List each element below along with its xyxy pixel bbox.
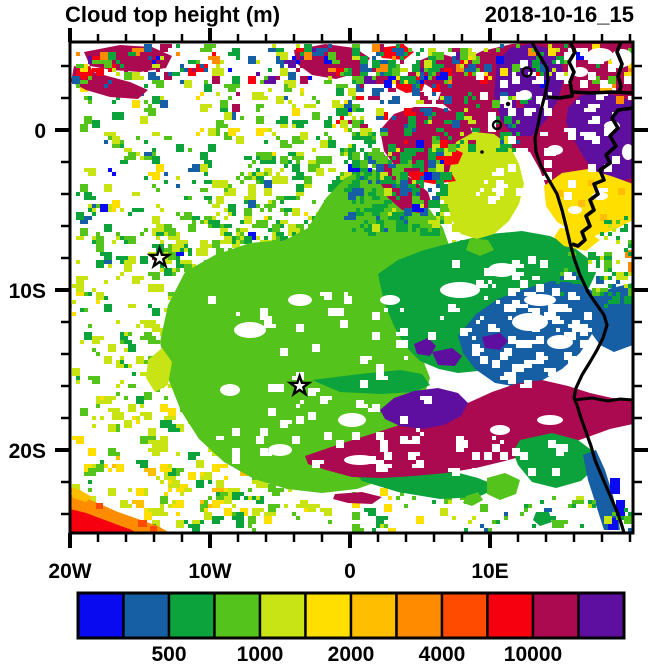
cloud-patch-amber [618,188,625,195]
clear-sky-hole [338,413,366,427]
x-tick-label: 0 [344,560,356,583]
colorbar-cell [167,591,216,640]
geography-layer [480,42,633,533]
cloud-patch-redorange [150,526,157,532]
clear-sky-hole [572,67,588,77]
cloud-region-steelblue [458,281,633,387]
clear-sky-hole [518,90,532,100]
colorbar-cell [304,591,353,640]
clear-sky-hole [537,415,563,425]
island-dot [480,150,484,154]
river-border-line [573,396,633,403]
cloud-region-green [312,370,430,394]
cloud-region-lightgreen [463,492,483,506]
colorbar-tick-label: 500 [151,643,186,666]
cloud-patch-redorange [138,520,147,527]
cloud-region-red [376,45,414,60]
cloud-patch-blue [610,478,620,494]
cloud-patch-amber [600,214,607,221]
cloud-region-yellow [554,228,600,251]
clear-sky-hole [220,384,240,396]
clear-sky-hole [488,263,516,277]
speckle-field [200,148,360,240]
cloud-region-red [70,509,136,533]
clear-sky-hole [547,335,573,349]
colorbar-cell [577,591,626,640]
clear-sky-hole [587,48,613,62]
clear-sky-hole [234,322,266,338]
clear-sky-hole [512,313,548,331]
cloud-patch-blue [608,518,618,530]
cloud-region-amber [70,487,92,502]
map-canvas [70,42,633,533]
star-marker [286,372,313,398]
cloud-patch-amber [588,180,594,186]
cloud-region-yellow [544,169,633,236]
colorbar-cell [531,591,580,640]
clear-sky-hole [288,294,312,306]
island-dot [505,101,511,107]
cloud-region-purple [414,338,436,356]
colorbar-tick-label: 10000 [504,643,562,666]
speckle-field [480,496,632,532]
colorbar-frame [76,591,626,640]
colorbar-cell [213,591,262,640]
cloud-region-steelblue [583,450,620,530]
cloud-region-lightgreen [466,238,494,256]
colorbar-tick-label: 4000 [419,643,466,666]
country-border [567,42,577,93]
cloud-region-chartreuse [146,348,172,392]
colorbar-cell [258,591,307,640]
cloud-region-crimson [333,492,382,504]
plot-timestamp: 2018-10-16_15 [485,2,634,27]
colorbar-cell [76,591,125,640]
colorbar-cell [486,591,535,640]
cloud-region-lightgreen [487,473,520,500]
speckle-field [596,216,633,296]
cloud-patch-blue [616,500,625,520]
cloud-patch-amber [556,190,563,197]
cloud-patch-orange [628,262,633,272]
y-tick-label: 10S [9,280,46,303]
country-border [615,42,624,93]
colorbar-cell [440,591,489,640]
y-tick-label: 20S [9,440,46,463]
plot-title: Cloud top height (m) [65,2,280,27]
colorbar-cell [122,591,171,640]
island-outline [521,66,533,78]
colorbar-tick-label: 1000 [237,643,284,666]
clear-sky-hole [568,206,582,214]
colorbar-cell [395,591,444,640]
cloud-region-green [533,512,552,526]
clear-sky-hole [524,294,556,306]
clear-sky-hole [490,425,510,435]
x-tick-label: 20W [48,560,91,583]
colorbar-cell [349,591,398,640]
colorbar: 500 1000 2000 4000 10000 [76,591,626,666]
map-axes: 20W 10W 0 10E 0 10S 20S [9,28,648,583]
clear-sky-hole [547,145,563,155]
y-tick-label: 0 [34,120,46,143]
clear-sky-hole [380,295,400,305]
x-tick-label: 10W [188,560,231,583]
clear-sky-hole [622,144,633,160]
star-marker [146,244,173,270]
country-border [571,106,633,248]
clear-sky-hole [268,444,292,456]
clear-sky-hole [440,282,480,298]
coastline-path [530,42,626,533]
cloud-region-purple [432,348,462,366]
cloud-patch-amber [578,200,585,207]
x-tick-label: 10E [471,560,508,583]
clear-sky-hole [344,455,376,465]
colorbar-tick-label: 2000 [328,643,375,666]
island-outline [491,119,503,131]
cloud-region-purple [482,333,508,350]
cloud-region-chartreuse [447,132,524,239]
cloud-patch-redorange [96,503,103,509]
